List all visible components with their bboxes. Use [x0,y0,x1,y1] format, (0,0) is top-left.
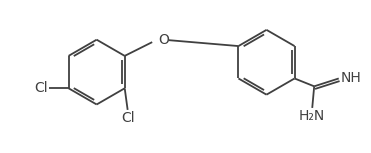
Text: Cl: Cl [35,81,48,95]
Text: H₂N: H₂N [299,109,325,123]
Text: Cl: Cl [121,111,134,125]
Text: NH: NH [341,71,361,86]
Text: O: O [158,33,170,47]
